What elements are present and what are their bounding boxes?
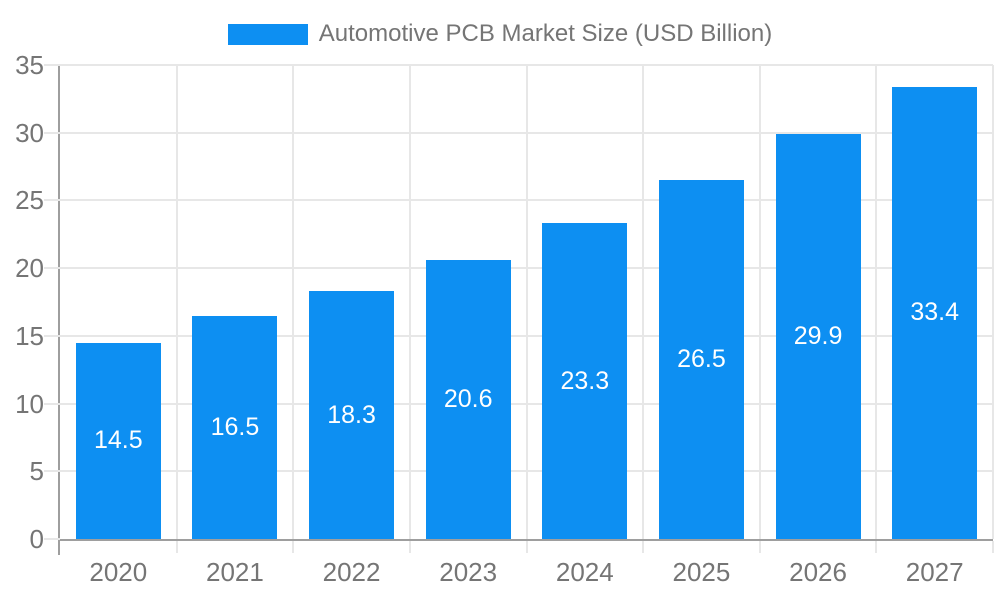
x-tick-label-2020: 2020 (89, 557, 148, 587)
y-axis-tick (44, 64, 60, 66)
bar-value-label: 14.5 (93, 426, 143, 455)
x-tick-label-2027: 2027 (905, 557, 964, 587)
gridline-vertical (292, 65, 295, 539)
bar-value-label: 20.6 (443, 385, 493, 414)
y-tick-label: 5 (29, 456, 44, 487)
x-tick-label-2022: 2022 (322, 557, 381, 587)
x-axis-tick (875, 541, 878, 553)
x-tick-label-2024: 2024 (555, 557, 614, 587)
gridline-vertical (758, 65, 761, 539)
y-axis-tick (44, 538, 60, 540)
x-tick-label-2023: 2023 (439, 557, 498, 587)
legend-swatch-icon (227, 23, 308, 45)
x-axis-tick (992, 541, 994, 553)
bar-2027[interactable]: 33.4 (892, 86, 978, 539)
gridline-vertical (525, 65, 528, 539)
y-tick-label: 15 (15, 320, 44, 351)
gridline-vertical (408, 65, 411, 539)
bar-value-label: 23.3 (560, 366, 610, 395)
gridline-vertical (175, 65, 178, 539)
x-axis-tick (175, 541, 178, 553)
gridline-vertical (992, 65, 994, 539)
bar-2025[interactable]: 26.5 (658, 180, 744, 539)
y-tick-label: 35 (15, 50, 44, 80)
x-axis-tick (292, 541, 295, 553)
x-axis-tick (642, 541, 645, 553)
y-axis-tick (44, 334, 60, 337)
bar-value-label: 33.4 (910, 298, 960, 327)
x-tick-label-2021: 2021 (206, 557, 264, 587)
bar-value-label: 18.3 (327, 400, 376, 429)
bar-2023[interactable]: 20.6 (425, 260, 511, 539)
bar-2020[interactable]: 14.5 (75, 342, 161, 539)
bar-value-label: 16.5 (210, 412, 260, 441)
gridline-vertical (642, 65, 645, 539)
x-tick-label-2026: 2026 (789, 557, 847, 587)
y-tick-label: 10 (15, 388, 44, 419)
y-axis-tick (44, 470, 60, 473)
y-tick-label: 0 (29, 524, 44, 554)
y-tick-label: 30 (15, 117, 44, 148)
x-axis-tick (758, 541, 761, 553)
legend: Automotive PCB Market Size (USD Billion) (0, 20, 1000, 48)
y-axis-line (58, 65, 60, 555)
x-axis-tick (408, 541, 411, 553)
y-axis-tick (44, 267, 60, 270)
y-tick-label: 20 (15, 253, 44, 284)
y-tick-label: 25 (15, 185, 44, 216)
x-tick-label-2025: 2025 (672, 557, 731, 587)
bar-2021[interactable]: 16.5 (192, 315, 278, 539)
gridline-vertical (875, 65, 878, 539)
bar-2022[interactable]: 18.3 (309, 291, 395, 539)
legend-label: Automotive PCB Market Size (USD Billion) (318, 20, 773, 47)
bar-value-label: 26.5 (677, 345, 726, 374)
x-axis-tick (525, 541, 528, 553)
bar-2026[interactable]: 29.9 (775, 134, 861, 539)
y-axis-tick (44, 131, 60, 134)
y-axis-tick (44, 199, 60, 202)
y-axis-tick (44, 402, 60, 405)
x-axis-line (58, 539, 993, 541)
plot-area: 14.5 16.5 18.3 20.6 23.3 26.5 29.9 33.4 (60, 64, 994, 539)
bar-2024[interactable]: 23.3 (542, 223, 628, 539)
legend-item[interactable]: Automotive PCB Market Size (USD Billion) (227, 20, 773, 48)
bar-value-label: 29.9 (793, 322, 843, 351)
